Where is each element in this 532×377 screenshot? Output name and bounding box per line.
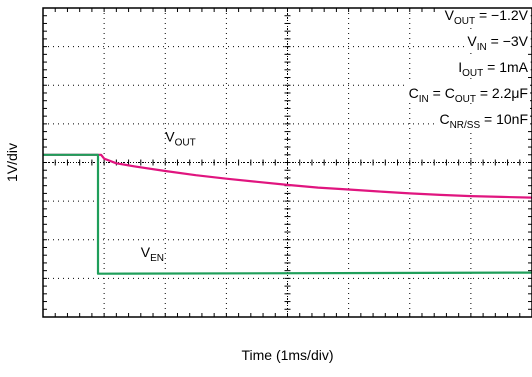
x-axis-label: Time (1ms/div) <box>241 347 333 363</box>
trace-v-out <box>43 153 532 199</box>
annotation-line: CNR/SS = 10nF <box>439 111 528 131</box>
annotation-line: VIN = −3V <box>467 33 528 53</box>
y-axis-label: 1V/div <box>4 143 20 182</box>
condition-annotations: VOUT = −1.2V VIN = −3V IOUT = 1mA CIN = COU… <box>406 3 531 131</box>
annotation-line: VOUT = −1.2V <box>445 7 529 27</box>
trace-label-vout: VOUT <box>165 128 195 148</box>
plot-frame <box>42 7 532 318</box>
annotation-background <box>406 81 530 103</box>
trace-label-ven: VEN <box>141 244 164 264</box>
annotation-line: IOUT = 1mA <box>458 59 528 79</box>
annotation-background <box>465 29 531 51</box>
annotation-line: CIN = COUT = 2.2μF <box>409 85 528 105</box>
trace-v-en <box>43 153 532 275</box>
trace-labels: VOUT VEN <box>141 128 196 264</box>
annotation-background <box>456 55 531 77</box>
annotation-background <box>437 107 530 129</box>
traces <box>43 153 532 275</box>
